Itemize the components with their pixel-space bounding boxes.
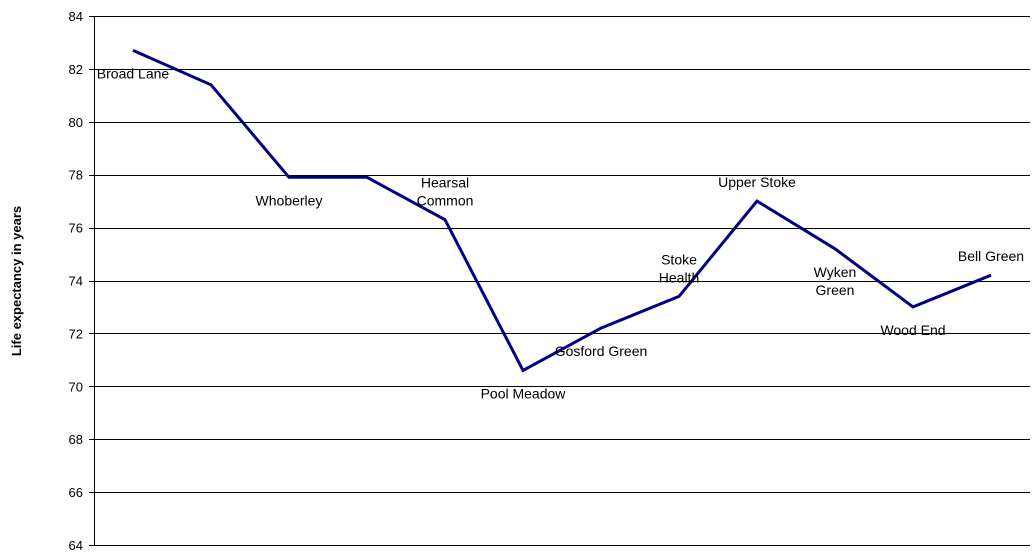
y-axis-label: Life expectancy in years — [9, 206, 24, 356]
series-layer — [132, 49, 992, 373]
axes — [89, 16, 1030, 546]
y-tick-label: 76 — [69, 221, 83, 236]
point-label: Upper Stoke — [718, 174, 796, 190]
point-label: Gosford Green — [555, 343, 648, 359]
point-label: Whoberley — [256, 192, 323, 208]
point-label: Wyken Green — [814, 264, 857, 298]
y-tick-label: 68 — [69, 432, 83, 447]
y-tick-label: 80 — [69, 115, 83, 130]
gridlines — [94, 16, 1030, 493]
point-labels: Broad Lane Whoberley Hearsal Common Pool Mea… — [97, 65, 1024, 401]
point-label: Broad Lane — [97, 65, 170, 81]
y-tick-label: 64 — [69, 538, 83, 553]
point-label: Stoke Health — [659, 251, 699, 285]
y-tick-labels: 64 66 68 70 72 74 76 78 80 82 84 — [69, 9, 83, 553]
y-tick-label: 70 — [69, 379, 83, 394]
point-label: Pool Meadow — [481, 385, 567, 401]
point-label: Wood End — [880, 322, 945, 338]
y-tick-label: 74 — [69, 274, 83, 289]
y-tick-label: 72 — [69, 326, 83, 341]
point-label: Hearsal Common — [417, 175, 474, 209]
y-tick-label: 82 — [69, 62, 83, 77]
point-label: Bell Green — [958, 248, 1024, 264]
y-tick-label: 78 — [69, 168, 83, 183]
y-tick-label: 84 — [69, 9, 83, 24]
series-line-0 — [132, 49, 992, 373]
y-tick-label: 66 — [69, 485, 83, 500]
